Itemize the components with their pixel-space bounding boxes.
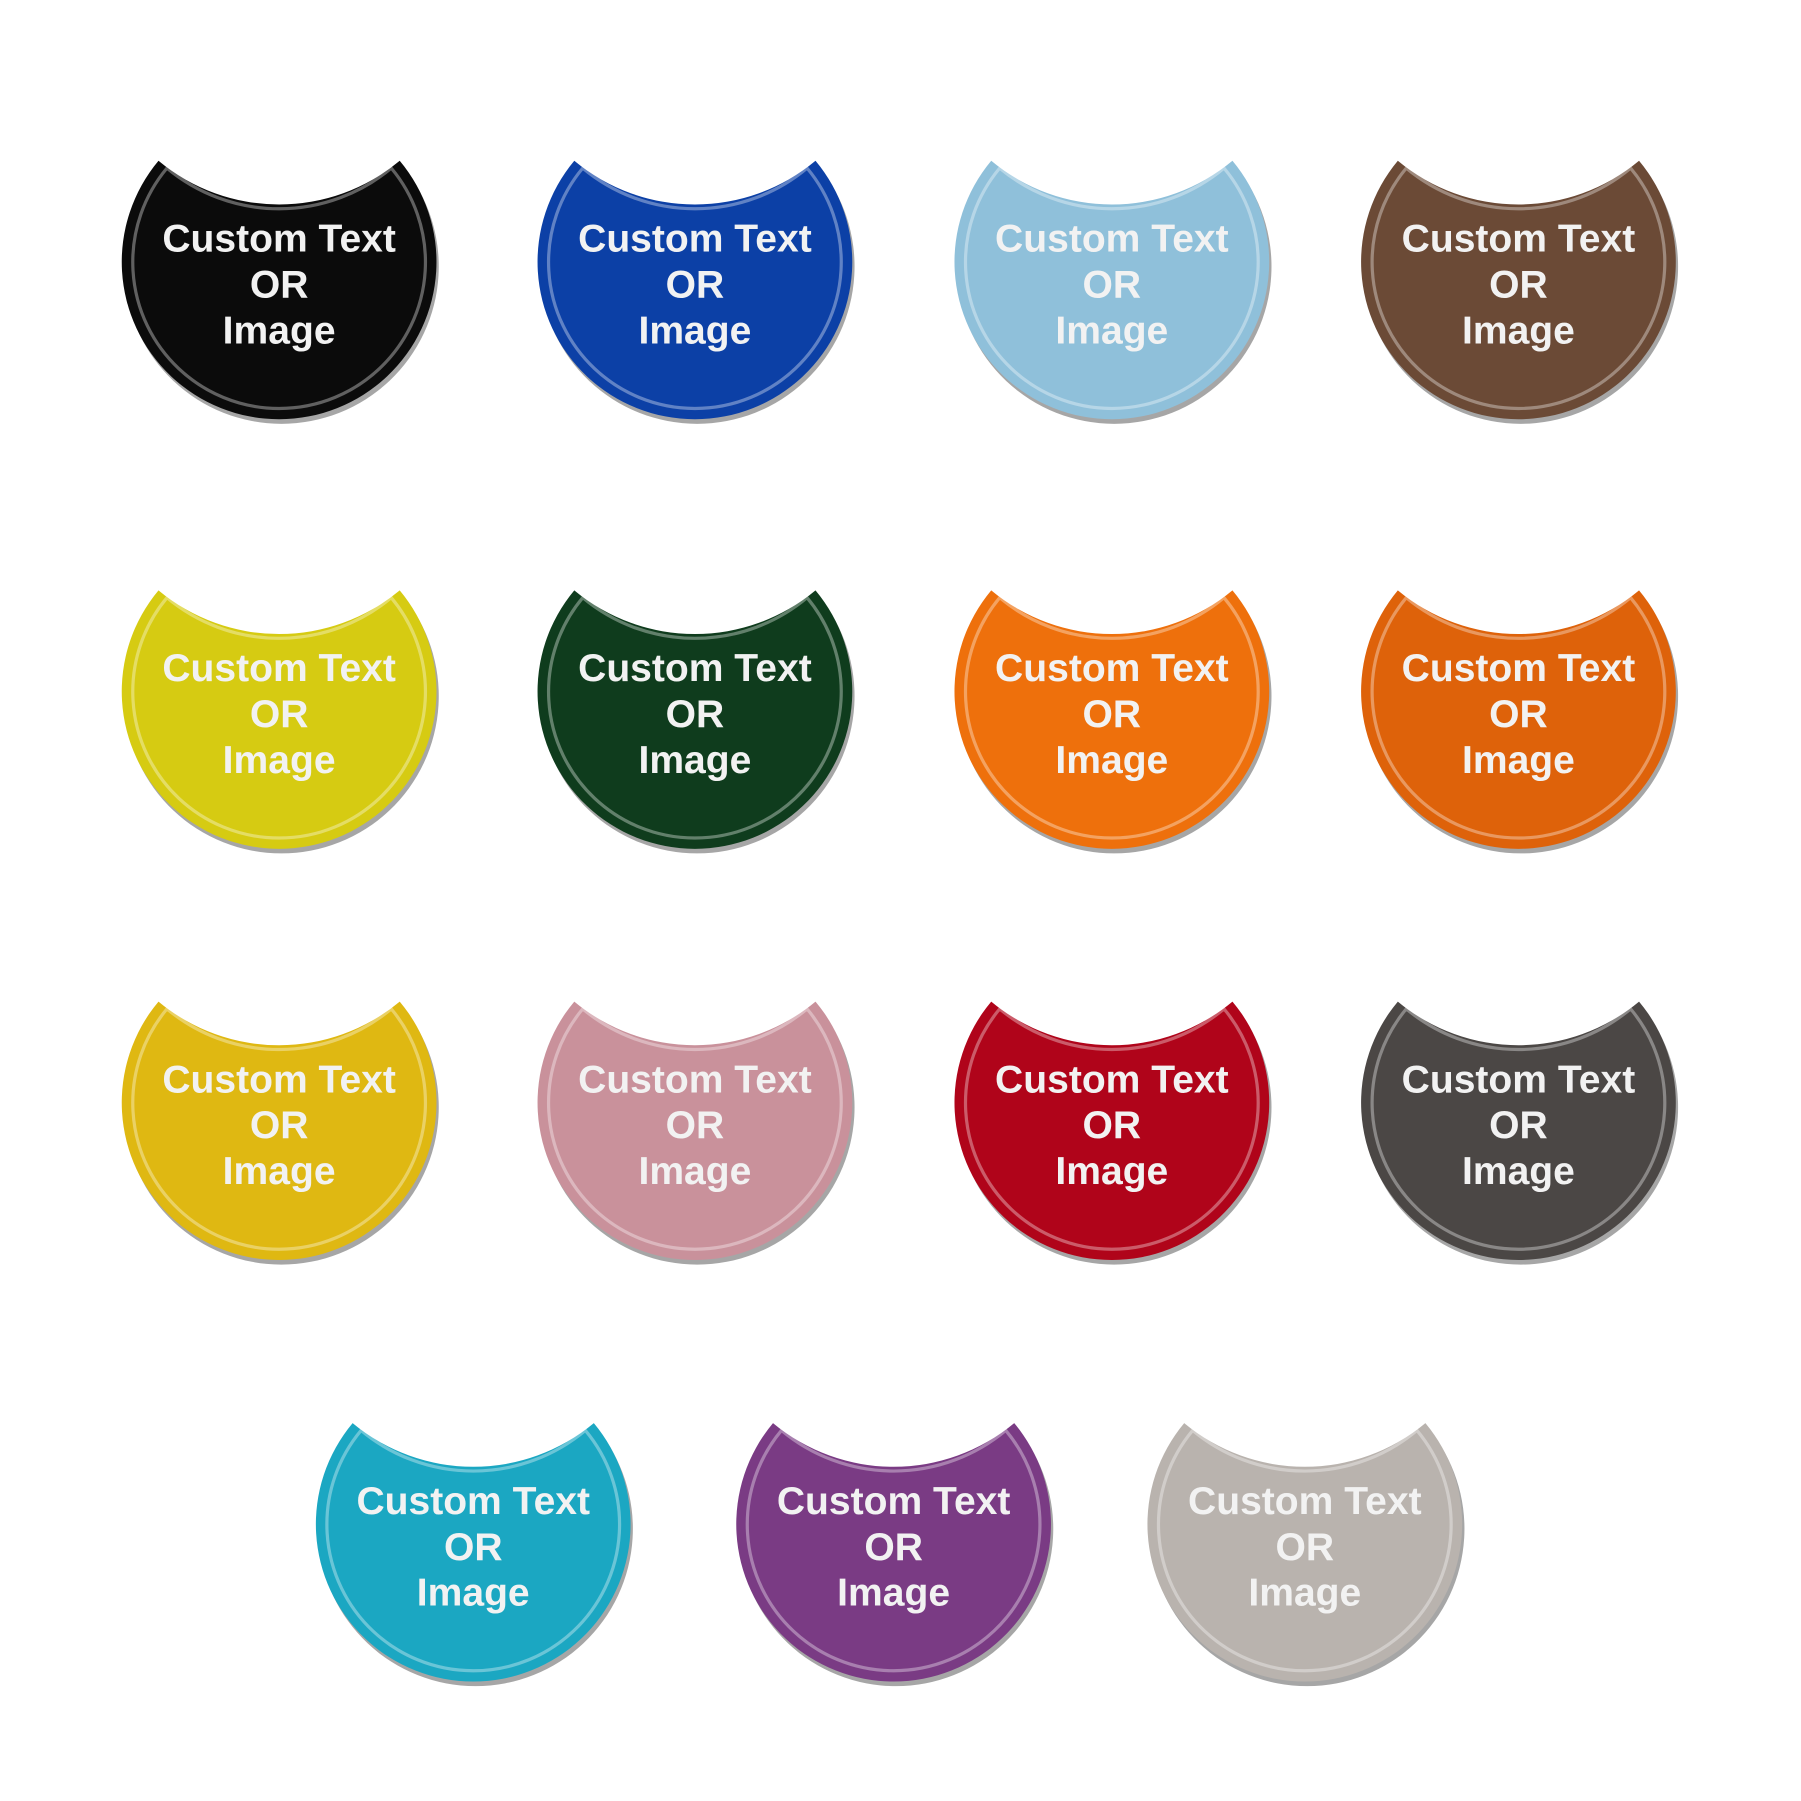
medallion-rim [325,1428,622,1673]
medallion-text: Custom Text [162,218,396,261]
medallion-rim [131,1006,428,1251]
medallion-text: Custom Text [578,1058,812,1101]
medallion-body [537,1001,853,1261]
medallion-text: OR [1489,263,1548,306]
medallion-text: OR [250,1104,309,1147]
medallion-body [121,1001,437,1261]
medallion-text: Image [1055,1150,1168,1193]
medallion-text: Image [223,739,336,782]
medallion-text: Custom Text [1402,1058,1636,1101]
medallion-text: Custom Text [162,1058,396,1101]
medallion-rim [963,1006,1260,1251]
medallion-text: Custom Text [1402,647,1636,690]
medallion-text: Custom Text [1188,1480,1422,1523]
medallion-rim [1370,595,1667,840]
medallion-text: Image [1462,1150,1575,1193]
medallion-text: OR [1083,693,1142,736]
medallion-text: Custom Text [1402,218,1636,261]
medallion-text: Custom Text [578,647,812,690]
medallion-text: Custom Text [995,647,1229,690]
medallion-rim [1370,1006,1667,1251]
medallion-body [315,1423,631,1682]
medallion-text: Image [837,1572,950,1615]
medallion-text: Custom Text [578,218,812,261]
medallion-text: OR [666,693,725,736]
medallion-body [537,160,853,420]
medallion-text: Image [1055,739,1168,782]
medallion-text: Image [1462,739,1575,782]
medallion-text: Image [1462,309,1575,352]
medallion-rim [745,1428,1042,1673]
medallion-text: Image [1055,309,1168,352]
medallion-text: Custom Text [162,647,396,690]
medallion-text: OR [666,1104,725,1147]
medallion-body [537,590,853,849]
medallion-text: Image [223,309,336,352]
medallion-rim [1370,165,1667,411]
medallion-text: Custom Text [777,1480,1011,1523]
medallion-body [121,590,437,849]
medallion-text: OR [1489,693,1548,736]
medallion-rim [131,595,428,840]
medallion-rim [963,595,1260,840]
medallion-text: Image [417,1572,530,1615]
medallion-text: OR [666,263,725,306]
medallion-rim [963,165,1260,411]
medallion-text: OR [444,1526,503,1569]
medallion-body [1147,1423,1463,1682]
medallion-text: OR [250,693,309,736]
medallion-text: Image [1248,1572,1361,1615]
medallion-text: OR [250,263,309,306]
medallion-text: OR [1083,1104,1142,1147]
medallion-rim [546,165,843,411]
medallion-body [954,590,1270,849]
medallion-text: OR [864,1526,923,1569]
medallion-text: OR [1083,263,1142,306]
medallion-text: Image [638,309,751,352]
medallion-text: Custom Text [995,1058,1229,1101]
medallion-rim [546,1006,843,1251]
medallion-text: OR [1276,1526,1335,1569]
medallion-text: Image [638,739,751,782]
medallion-body [1361,590,1676,849]
medallion-rim [131,165,428,411]
medallion-body [954,1001,1270,1261]
medallion-text: Custom Text [356,1480,590,1523]
medallion-text: Custom Text [995,218,1229,261]
medallion-body [1361,160,1676,420]
medallion-body [954,160,1270,420]
medallion-body [121,160,437,420]
medallion-body [1361,1001,1676,1261]
medallion-rim [1156,1428,1453,1673]
medallion-text: OR [1489,1104,1548,1147]
medallion-text: Image [223,1150,336,1193]
medallion-body [736,1423,1051,1682]
medallion-text: Image [638,1150,751,1193]
medallion-rim [546,595,843,840]
